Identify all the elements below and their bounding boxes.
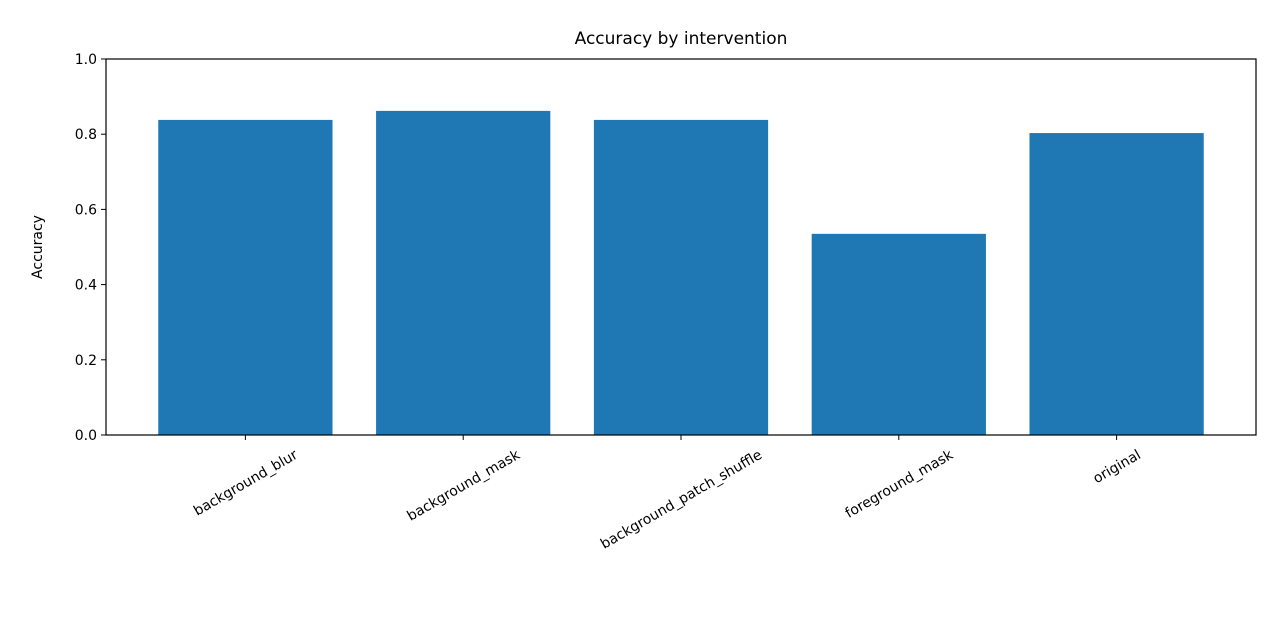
y-tick-label: 0.6	[75, 202, 97, 218]
y-tick-label: 0.8	[75, 127, 97, 143]
y-tick-label: 1.0	[75, 52, 97, 68]
x-tick-label: background_patch_shuffle	[598, 447, 765, 553]
y-tick-label: 0.4	[75, 278, 97, 294]
x-tick-label: original	[1090, 447, 1143, 487]
y-axis-label: Accuracy	[30, 215, 46, 279]
x-tick-label: foreground_mask	[843, 447, 957, 522]
x-tick-label: background_blur	[191, 447, 301, 520]
y-tick-label: 0.2	[75, 353, 97, 369]
bar	[376, 110, 551, 435]
bar	[158, 119, 333, 436]
plot-frame	[105, 58, 1257, 436]
bar	[593, 119, 769, 436]
chart-title: Accuracy by intervention	[575, 29, 788, 49]
y-tick-label: 0.0	[75, 428, 97, 444]
bar	[1029, 133, 1204, 435]
bar	[811, 233, 986, 435]
x-tick-label: background_mask	[405, 447, 524, 525]
